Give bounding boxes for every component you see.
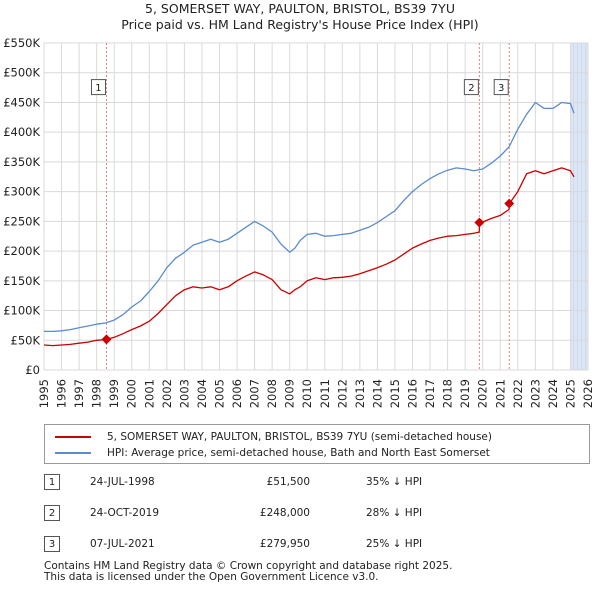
legend-label-property: 5, SOMERSET WAY, PAULTON, BRISTOL, BS39 … <box>107 431 492 443</box>
x-tick-label: 2010 <box>300 379 314 408</box>
sale-flag-label: 1 <box>95 83 101 94</box>
x-tick-label: 2018 <box>441 379 455 408</box>
y-tick-label: £200K <box>3 244 40 258</box>
sale-date: 24-JUL-1998 <box>90 476 155 488</box>
legend-item-property: 5, SOMERSET WAY, PAULTON, BRISTOL, BS39 … <box>55 429 492 445</box>
chart-title-line1: 5, SOMERSET WAY, PAULTON, BRISTOL, BS39 … <box>145 1 455 16</box>
sale-price: £279,950 <box>259 538 310 550</box>
sale-flag-label: 3 <box>498 83 504 94</box>
x-tick-label: 2015 <box>388 379 402 408</box>
x-tick-label: 2005 <box>212 379 226 408</box>
y-tick-label: £450K <box>3 95 40 109</box>
legend-item-hpi: HPI: Average price, semi-detached house,… <box>55 445 490 461</box>
x-tick-label: 2025 <box>563 379 577 408</box>
sale-price: £248,000 <box>259 507 310 519</box>
x-tick-label: 2007 <box>248 379 262 408</box>
sale-number-badge: 2 <box>44 505 60 521</box>
legend-swatch-property <box>55 436 91 438</box>
y-tick-label: £250K <box>3 214 40 228</box>
sale-hpi-diff: 25% ↓ HPI <box>366 538 423 550</box>
y-tick-label: £400K <box>3 125 40 139</box>
x-tick-label: 1996 <box>55 379 69 408</box>
x-tick-label: 2004 <box>195 379 209 408</box>
x-tick-label: 2008 <box>265 379 279 408</box>
y-tick-label: £0 <box>25 363 40 377</box>
sale-row: 2 24-OCT-2019 £248,000 28% ↓ HPI <box>44 505 590 523</box>
sale-row: 3 07-JUL-2021 £279,950 25% ↓ HPI <box>44 536 590 554</box>
sale-number-badge: 3 <box>44 536 60 552</box>
sale-date: 24-OCT-2019 <box>90 507 159 519</box>
series-line-hpi <box>44 101 575 333</box>
y-tick-label: £50K <box>11 333 41 347</box>
x-tick-label: 2020 <box>476 379 490 408</box>
price-chart: 5, SOMERSET WAY, PAULTON, BRISTOL, BS39 … <box>3 1 595 408</box>
x-tick-label: 2014 <box>370 379 384 408</box>
legend-swatch-hpi <box>55 452 91 454</box>
footer-licence: This data is licensed under the Open Gov… <box>44 571 379 583</box>
sale-flag-label: 2 <box>468 83 474 94</box>
sale-marker <box>474 217 485 228</box>
sale-flag <box>90 79 106 96</box>
sale-flag <box>493 79 509 96</box>
x-tick-label: 2017 <box>423 379 437 408</box>
x-tick-label: 2013 <box>353 379 367 408</box>
x-tick-label: 2016 <box>406 379 420 408</box>
y-tick-label: £500K <box>3 66 40 80</box>
sale-date: 07-JUL-2021 <box>90 538 155 550</box>
x-tick-label: 2011 <box>318 379 332 408</box>
x-tick-label: 1999 <box>107 379 121 408</box>
x-tick-label: 1995 <box>37 379 51 408</box>
x-tick-label: 2002 <box>160 379 174 408</box>
sale-flag <box>463 79 479 96</box>
x-tick-label: 2024 <box>546 379 560 408</box>
legend: 5, SOMERSET WAY, PAULTON, BRISTOL, BS39 … <box>44 424 590 464</box>
forecast-shading <box>570 43 588 370</box>
x-tick-label: 2003 <box>177 379 191 408</box>
x-tick-label: 1997 <box>72 379 86 408</box>
y-tick-label: £550K <box>3 36 40 50</box>
x-tick-label: 2012 <box>335 379 349 408</box>
x-tick-label: 2021 <box>493 379 507 408</box>
y-tick-label: £100K <box>3 304 40 318</box>
chart-title-line2: Price paid vs. HM Land Registry's House … <box>121 17 478 32</box>
x-tick-label: 2006 <box>230 379 244 408</box>
x-tick-label: 2019 <box>458 379 472 408</box>
footer-copyright: Contains HM Land Registry data © Crown c… <box>44 560 453 572</box>
x-tick-label: 1998 <box>90 379 104 408</box>
x-tick-label: 2026 <box>581 379 595 408</box>
x-tick-label: 2009 <box>283 379 297 408</box>
footer: Contains HM Land Registry data © Crown c… <box>44 561 452 583</box>
sale-marker <box>504 198 515 209</box>
sale-row: 1 24-JUL-1998 £51,500 35% ↓ HPI <box>44 474 590 492</box>
sale-marker <box>101 334 112 345</box>
sale-price: £51,500 <box>266 476 310 488</box>
sale-hpi-diff: 35% ↓ HPI <box>366 476 423 488</box>
y-tick-label: £350K <box>3 155 40 169</box>
y-tick-label: £300K <box>3 185 40 199</box>
x-tick-label: 2022 <box>511 379 525 408</box>
sale-hpi-diff: 28% ↓ HPI <box>366 507 423 519</box>
x-tick-label: 2023 <box>528 379 542 408</box>
sale-number-badge: 1 <box>44 474 60 490</box>
x-tick-label: 2001 <box>142 379 156 408</box>
series-line-property <box>43 167 575 347</box>
y-tick-label: £150K <box>3 274 40 288</box>
legend-label-hpi: HPI: Average price, semi-detached house,… <box>107 447 490 459</box>
x-tick-label: 2000 <box>125 379 139 408</box>
